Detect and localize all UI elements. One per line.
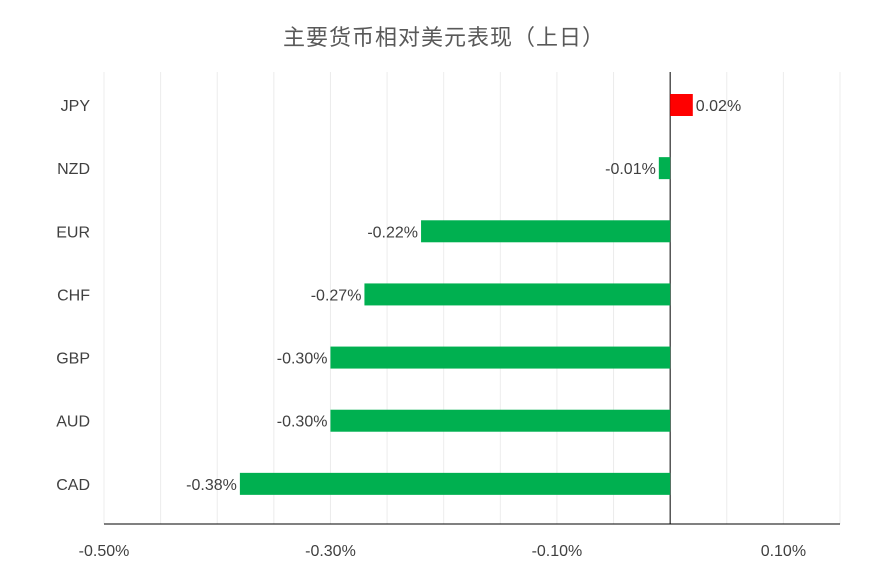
x-tick-label: -0.50% xyxy=(79,543,130,560)
bar-jpy xyxy=(670,94,693,116)
bar-eur xyxy=(421,220,671,243)
data-label: -0.22% xyxy=(367,224,418,241)
category-label: EUR xyxy=(56,224,90,241)
category-label: JPY xyxy=(61,98,91,115)
data-label: 0.02% xyxy=(696,98,741,115)
x-tick-label: -0.30% xyxy=(305,543,356,560)
category-label: NZD xyxy=(57,161,90,178)
bar-nzd xyxy=(658,157,671,180)
category-label: CAD xyxy=(56,477,90,494)
data-label: -0.30% xyxy=(277,351,328,368)
bar-gbp xyxy=(330,346,671,369)
bar-aud xyxy=(330,409,671,432)
category-label: CHF xyxy=(57,287,90,304)
chart-title: 主要货币相对美元表现（上日） xyxy=(282,26,605,51)
bar-cad xyxy=(239,472,671,495)
data-label: -0.30% xyxy=(277,414,328,431)
x-tick-label: 0.10% xyxy=(761,543,806,560)
data-label: -0.38% xyxy=(186,477,237,494)
data-label: -0.27% xyxy=(311,287,362,304)
category-label: AUD xyxy=(56,414,90,431)
bar-chf xyxy=(364,283,671,306)
data-label: -0.01% xyxy=(605,161,656,178)
category-label: GBP xyxy=(56,351,90,368)
x-tick-label: -0.10% xyxy=(532,543,583,560)
